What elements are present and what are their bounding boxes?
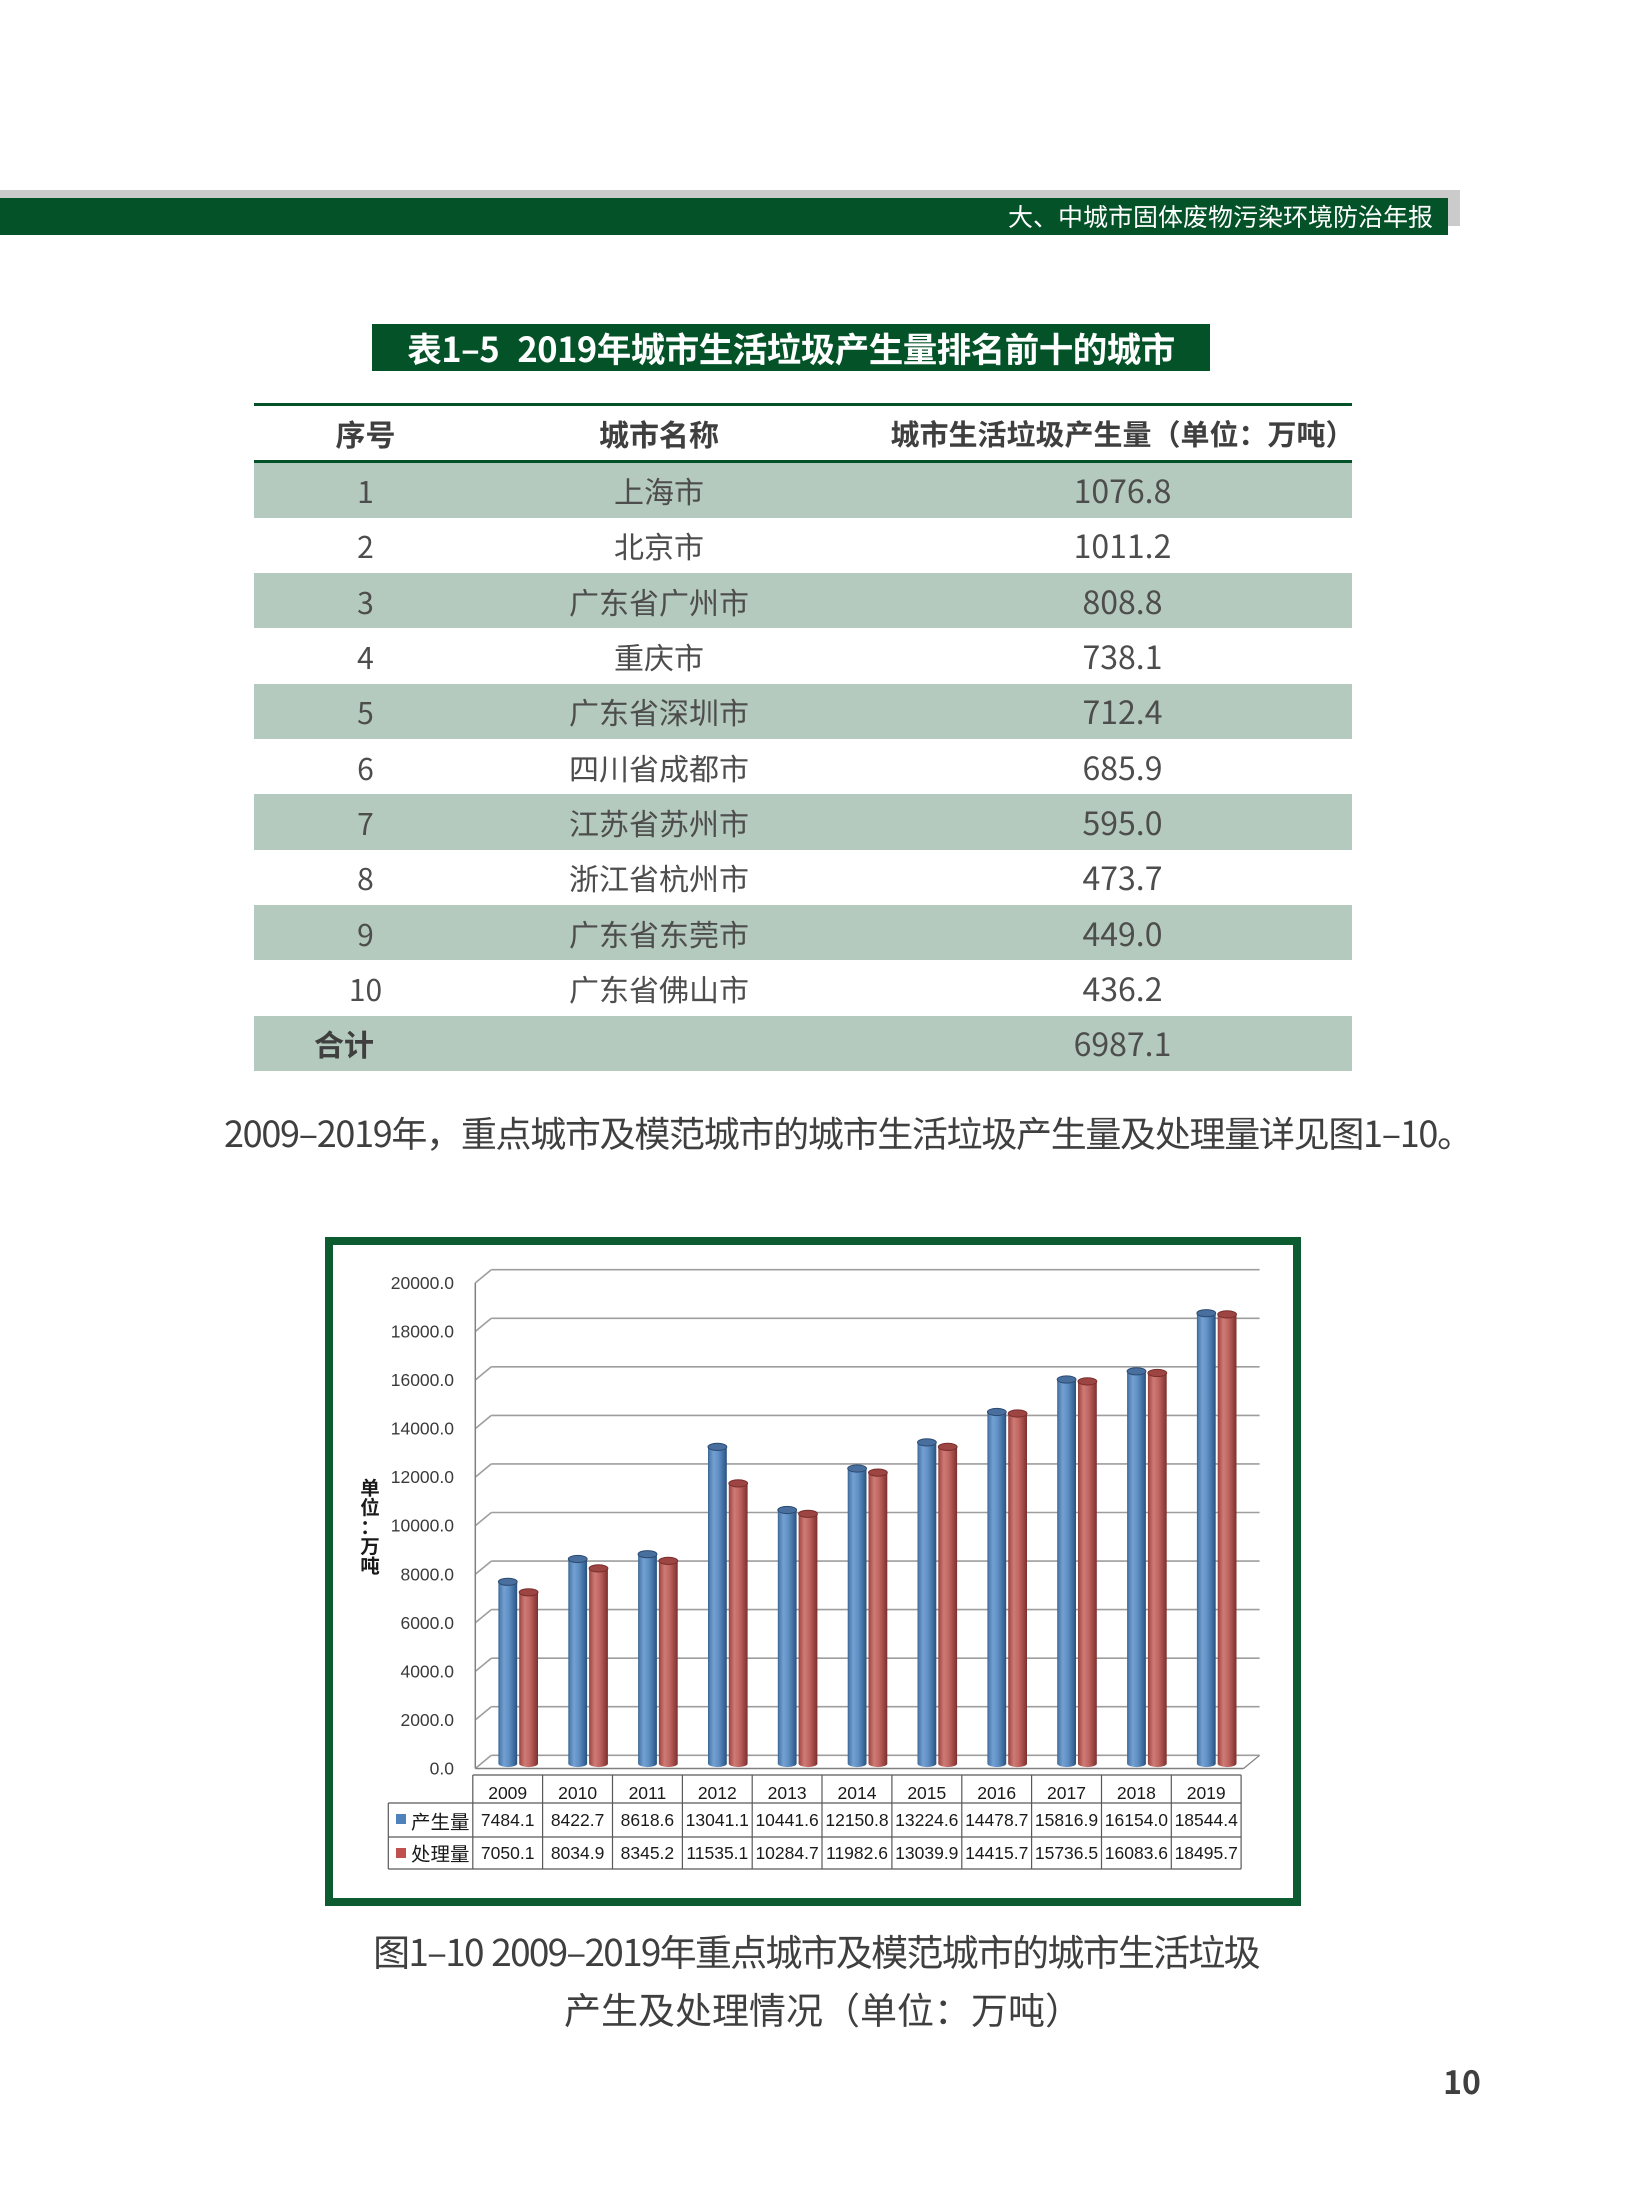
svg-text:2018: 2018 (1117, 1783, 1156, 1803)
svg-text:7050.1: 7050.1 (481, 1843, 535, 1863)
svg-text:2009: 2009 (488, 1783, 527, 1803)
svg-text:2019: 2019 (1187, 1783, 1226, 1803)
svg-text:2011: 2011 (629, 1783, 667, 1803)
svg-text:14478.7: 14478.7 (965, 1810, 1028, 1830)
svg-text:位: 位 (360, 1492, 380, 1521)
svg-text:6000.0: 6000.0 (400, 1613, 454, 1633)
svg-text:2010: 2010 (558, 1783, 597, 1803)
svg-text:8034.9: 8034.9 (551, 1843, 605, 1863)
svg-text:8618.6: 8618.6 (621, 1810, 675, 1830)
svg-text:：: ： (360, 1511, 380, 1540)
svg-text:18000.0: 18000.0 (391, 1322, 455, 1342)
svg-text:8422.7: 8422.7 (551, 1810, 605, 1830)
svg-text:8345.2: 8345.2 (621, 1843, 675, 1863)
svg-text:10000.0: 10000.0 (391, 1516, 455, 1536)
svg-text:12000.0: 12000.0 (391, 1467, 455, 1487)
svg-text:2012: 2012 (698, 1783, 737, 1803)
svg-text:18544.4: 18544.4 (1175, 1810, 1239, 1830)
svg-text:单: 单 (360, 1472, 380, 1501)
svg-text:2000.0: 2000.0 (400, 1710, 454, 1730)
svg-text:4000.0: 4000.0 (400, 1661, 454, 1681)
svg-text:11535.1: 11535.1 (686, 1843, 748, 1863)
svg-text:11982.6: 11982.6 (826, 1843, 888, 1863)
svg-text:吨: 吨 (360, 1550, 380, 1579)
svg-text:13041.1: 13041.1 (686, 1810, 749, 1830)
svg-text:14000.0: 14000.0 (391, 1419, 455, 1439)
svg-text:0.0: 0.0 (430, 1759, 455, 1779)
svg-text:10284.7: 10284.7 (755, 1843, 818, 1863)
svg-text:7484.1: 7484.1 (481, 1810, 535, 1830)
svg-text:13224.6: 13224.6 (895, 1810, 958, 1830)
svg-text:产生量: 产生量 (411, 1806, 470, 1835)
svg-text:万: 万 (360, 1531, 380, 1560)
svg-text:20000.0: 20000.0 (391, 1273, 455, 1293)
svg-text:15736.5: 15736.5 (1035, 1843, 1098, 1863)
svg-text:16000.0: 16000.0 (391, 1370, 455, 1390)
svg-text:15816.9: 15816.9 (1035, 1810, 1098, 1830)
svg-text:处理量: 处理量 (411, 1838, 470, 1867)
svg-text:2016: 2016 (977, 1783, 1016, 1803)
svg-text:2015: 2015 (907, 1783, 946, 1803)
svg-text:16083.6: 16083.6 (1105, 1843, 1168, 1863)
svg-text:8000.0: 8000.0 (400, 1564, 454, 1584)
svg-text:13039.9: 13039.9 (895, 1843, 958, 1863)
svg-text:2014: 2014 (838, 1783, 877, 1803)
svg-text:18495.7: 18495.7 (1175, 1843, 1238, 1863)
svg-text:12150.8: 12150.8 (825, 1810, 888, 1830)
svg-text:2013: 2013 (768, 1783, 807, 1803)
svg-text:10441.6: 10441.6 (755, 1810, 818, 1830)
svg-text:16154.0: 16154.0 (1105, 1810, 1169, 1830)
svg-text:2017: 2017 (1047, 1783, 1086, 1803)
svg-text:14415.7: 14415.7 (965, 1843, 1028, 1863)
